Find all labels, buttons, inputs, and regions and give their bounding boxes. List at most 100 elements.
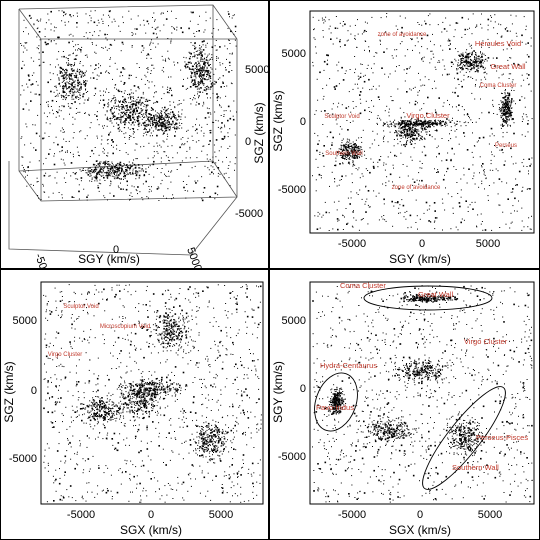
galaxy-point xyxy=(219,105,221,107)
galaxy-point xyxy=(200,78,202,80)
galaxy-point xyxy=(510,48,512,50)
galaxy-point xyxy=(159,115,161,117)
galaxy-point xyxy=(368,107,370,108)
galaxy-point xyxy=(229,110,231,112)
galaxy-point xyxy=(63,95,65,98)
galaxy-point xyxy=(160,110,162,112)
galaxy-point xyxy=(169,104,171,106)
galaxy-point xyxy=(402,204,405,207)
galaxy-point xyxy=(504,114,506,116)
galaxy-point xyxy=(213,144,215,146)
galaxy-point xyxy=(401,31,403,33)
galaxy-point xyxy=(72,92,74,94)
galaxy-point xyxy=(399,107,401,109)
galaxy-point xyxy=(393,139,395,140)
galaxy-point xyxy=(175,118,177,120)
galaxy-point xyxy=(153,116,155,118)
galaxy-point xyxy=(174,135,176,137)
galaxy-point xyxy=(474,183,476,185)
galaxy-point xyxy=(510,100,513,102)
galaxy-point xyxy=(417,117,419,120)
galaxy-point xyxy=(135,189,137,191)
galaxy-point xyxy=(480,65,483,67)
galaxy-point xyxy=(481,52,483,54)
galaxy-point xyxy=(80,177,83,179)
galaxy-point xyxy=(507,102,509,104)
galaxy-point xyxy=(505,108,507,110)
galaxy-point xyxy=(527,131,529,133)
galaxy-point xyxy=(200,67,202,69)
galaxy-point xyxy=(475,79,477,81)
galaxy-point xyxy=(76,95,78,97)
galaxy-point xyxy=(75,91,77,93)
galaxy-point xyxy=(460,61,463,64)
galaxy-point xyxy=(226,58,227,60)
galaxy-point xyxy=(367,204,369,206)
galaxy-point xyxy=(160,161,162,163)
galaxy-point xyxy=(126,166,129,169)
galaxy-point xyxy=(396,134,398,137)
galaxy-point xyxy=(63,177,65,179)
galaxy-point xyxy=(460,80,462,82)
galaxy-point xyxy=(197,180,199,182)
galaxy-point xyxy=(503,119,505,122)
galaxy-point xyxy=(353,155,356,157)
galaxy-point xyxy=(100,99,101,101)
galaxy-point xyxy=(111,117,113,119)
galaxy-point xyxy=(58,83,60,85)
galaxy-point xyxy=(114,107,115,109)
galaxy-point xyxy=(454,77,455,79)
galaxy-point xyxy=(413,133,415,135)
galaxy-point xyxy=(135,110,137,112)
galaxy-point xyxy=(409,134,411,136)
galaxy-point xyxy=(137,86,140,88)
galaxy-point xyxy=(376,122,378,124)
galaxy-point xyxy=(504,92,506,94)
galaxy-point xyxy=(468,168,470,170)
galaxy-point xyxy=(501,112,503,114)
galaxy-point xyxy=(388,76,389,78)
galaxy-point xyxy=(326,54,328,56)
galaxy-point xyxy=(502,211,504,213)
galaxy-point xyxy=(122,188,124,190)
galaxy-point xyxy=(208,169,210,171)
galaxy-point xyxy=(88,437,90,439)
galaxy-point xyxy=(418,72,419,74)
galaxy-point xyxy=(368,206,370,208)
galaxy-point xyxy=(108,173,110,175)
galaxy-point xyxy=(160,116,162,118)
galaxy-point xyxy=(496,70,498,72)
galaxy-point xyxy=(38,31,41,33)
galaxy-point xyxy=(83,75,84,77)
galaxy-point xyxy=(116,105,118,107)
galaxy-point xyxy=(174,117,175,118)
galaxy-point xyxy=(191,65,194,68)
galaxy-point xyxy=(77,178,79,180)
galaxy-point xyxy=(93,31,95,33)
galaxy-point xyxy=(160,13,162,15)
galaxy-point xyxy=(131,106,133,108)
galaxy-point xyxy=(163,109,165,111)
galaxy-point xyxy=(357,147,359,149)
galaxy-point xyxy=(213,28,215,29)
galaxy-point xyxy=(31,74,33,76)
galaxy-point xyxy=(62,85,65,87)
galaxy-point xyxy=(367,223,369,225)
galaxy-point xyxy=(212,92,214,94)
galaxy-point xyxy=(115,175,117,176)
galaxy-point xyxy=(346,150,348,152)
galaxy-point xyxy=(170,388,172,390)
galaxy-point xyxy=(444,209,446,211)
galaxy-point xyxy=(119,161,122,164)
galaxy-point xyxy=(79,92,81,94)
galaxy-point xyxy=(120,167,122,169)
galaxy-point xyxy=(421,37,423,40)
galaxy-point xyxy=(189,56,191,58)
galaxy-point xyxy=(507,110,509,111)
galaxy-point xyxy=(487,44,489,46)
galaxy-point xyxy=(439,120,441,121)
galaxy-point xyxy=(411,135,412,137)
galaxy-point xyxy=(354,164,356,166)
galaxy-point xyxy=(505,115,507,118)
galaxy-point xyxy=(477,214,479,216)
